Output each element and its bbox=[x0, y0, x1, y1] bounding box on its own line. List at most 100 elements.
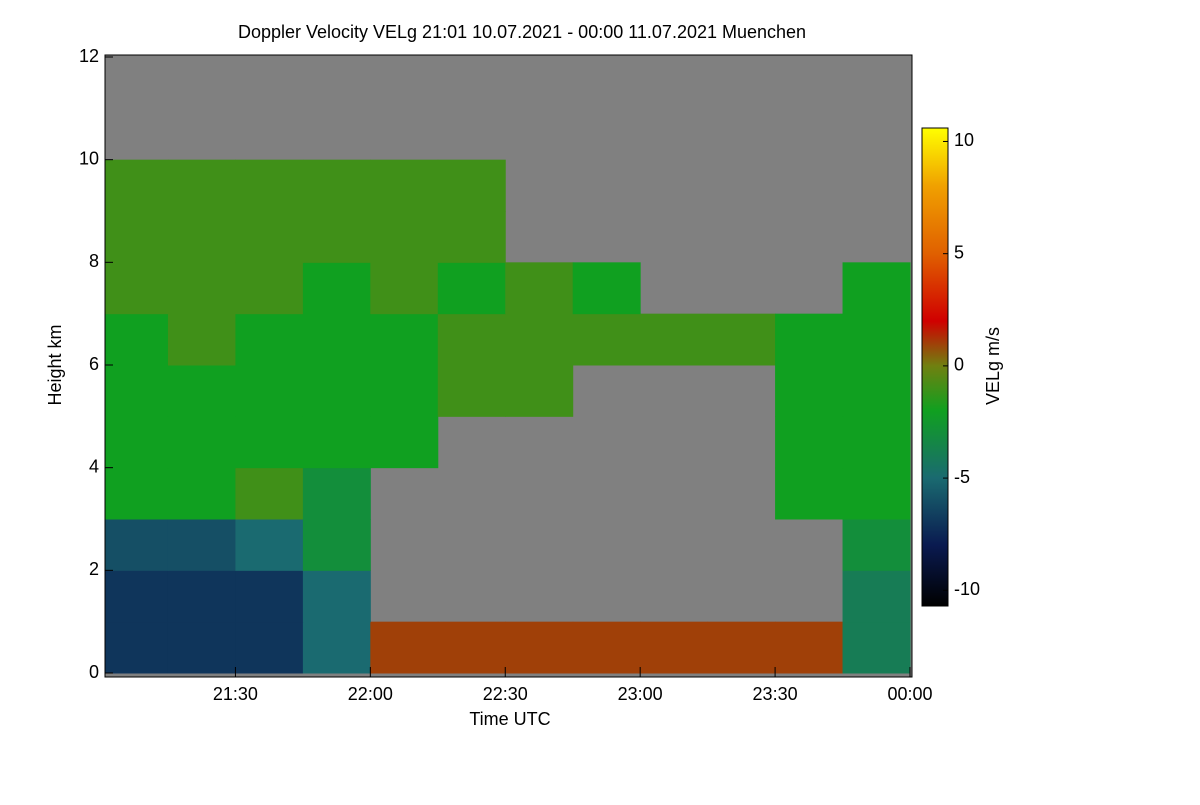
heatmap-cell bbox=[505, 313, 574, 366]
heatmap-cell bbox=[572, 621, 641, 674]
colorbar bbox=[921, 127, 949, 607]
heatmap-cell bbox=[235, 416, 304, 469]
heatmap-cell bbox=[235, 313, 304, 366]
y-tick-label: 2 bbox=[89, 559, 99, 579]
heatmap-cell bbox=[302, 570, 371, 623]
heatmap-cell bbox=[842, 519, 911, 571]
heatmap-cell bbox=[302, 262, 371, 315]
heatmap-cell bbox=[370, 416, 439, 469]
heatmap-cell bbox=[105, 467, 169, 520]
heatmap-cell bbox=[167, 467, 236, 520]
heatmap-cell bbox=[167, 621, 236, 674]
heatmap-cell bbox=[167, 519, 236, 571]
heatmap-cell bbox=[572, 313, 641, 366]
heatmap-cell bbox=[167, 416, 236, 469]
heatmap-cell bbox=[105, 416, 169, 469]
plot-frame bbox=[104, 54, 913, 678]
x-tick-label: 23:00 bbox=[618, 684, 663, 704]
heatmap-cell bbox=[302, 365, 371, 417]
heatmap-cell bbox=[167, 570, 236, 623]
heatmap-cell bbox=[302, 621, 371, 674]
heatmap-cell bbox=[370, 365, 439, 417]
heatmap-cell bbox=[775, 467, 844, 520]
heatmap-cell bbox=[235, 570, 304, 623]
heatmap-cell bbox=[437, 313, 506, 366]
heatmap-cell bbox=[105, 621, 169, 674]
heatmap-cell bbox=[302, 313, 371, 366]
heatmap-cell bbox=[437, 365, 506, 417]
heatmap-cell bbox=[505, 262, 574, 315]
heatmap-cell bbox=[842, 621, 911, 674]
x-tick-label: 22:00 bbox=[348, 684, 393, 704]
chart-title: Doppler Velocity VELg 21:01 10.07.2021 -… bbox=[238, 22, 806, 42]
y-tick-label: 10 bbox=[79, 148, 99, 168]
heatmap-cell bbox=[842, 467, 911, 520]
heatmap-cell bbox=[640, 621, 709, 674]
y-tick-label: 4 bbox=[89, 456, 99, 476]
colorbar-tick-label: 10 bbox=[954, 130, 974, 150]
heatmap-cell bbox=[105, 570, 169, 623]
y-tick-label: 0 bbox=[89, 662, 99, 682]
heatmap-cell bbox=[105, 519, 169, 571]
heatmap-cell bbox=[235, 159, 304, 212]
heatmap-cell bbox=[775, 416, 844, 469]
colorbar-label: VELg m/s bbox=[983, 327, 1003, 405]
heatmap-cell bbox=[370, 211, 439, 263]
heatmap-cell bbox=[842, 416, 911, 469]
x-tick-label: 21:30 bbox=[213, 684, 258, 704]
heatmap-cell bbox=[105, 365, 169, 417]
heatmap-cell bbox=[370, 159, 439, 212]
y-tick-label: 8 bbox=[89, 251, 99, 271]
heatmap-cell bbox=[842, 570, 911, 623]
heatmap-cell bbox=[505, 621, 574, 674]
heatmap-cell bbox=[572, 262, 641, 315]
colorbar-tick-label: 5 bbox=[954, 242, 964, 262]
heatmap-cell bbox=[505, 365, 574, 417]
x-tick-label: 00:00 bbox=[887, 684, 932, 704]
heatmap-cell bbox=[842, 262, 911, 315]
heatmap-cell bbox=[167, 211, 236, 263]
heatmap-cell bbox=[235, 621, 304, 674]
heatmap-cell bbox=[167, 262, 236, 315]
x-axis-label: Time UTC bbox=[469, 709, 550, 729]
heatmap-cell bbox=[370, 313, 439, 366]
heatmap-cell bbox=[235, 467, 304, 520]
colorbar-tick-label: -5 bbox=[954, 467, 970, 487]
heatmap-cell bbox=[105, 313, 169, 366]
heatmap-cell bbox=[842, 365, 911, 417]
heatmap-cell bbox=[775, 313, 844, 366]
heatmap-cell bbox=[167, 159, 236, 212]
heatmap-cell bbox=[437, 159, 506, 212]
colorbar-tick-label: 0 bbox=[954, 355, 964, 375]
heatmap-cell bbox=[370, 621, 439, 674]
x-tick-label: 23:30 bbox=[753, 684, 798, 704]
heatmap-cell bbox=[302, 467, 371, 520]
heatmap-cell bbox=[370, 262, 439, 315]
heatmap-cell bbox=[437, 621, 506, 674]
heatmap-cell bbox=[707, 313, 776, 366]
x-tick-label: 22:30 bbox=[483, 684, 528, 704]
y-tick-label: 6 bbox=[89, 354, 99, 374]
heatmap-cell bbox=[302, 416, 371, 469]
colorbar-tick-label: -10 bbox=[954, 579, 980, 599]
heatmap-cell bbox=[167, 313, 236, 366]
heatmap-cell bbox=[105, 262, 169, 315]
heatmap-cell bbox=[437, 211, 506, 263]
heatmap-cell bbox=[302, 159, 371, 212]
y-tick-label: 12 bbox=[79, 46, 99, 66]
heatmap-cell bbox=[302, 519, 371, 571]
heatmap-cell bbox=[167, 365, 236, 417]
heatmap-cell bbox=[640, 313, 709, 366]
heatmap-cell bbox=[235, 365, 304, 417]
heatmap-cell bbox=[775, 365, 844, 417]
heatmap-cell bbox=[235, 262, 304, 315]
heatmap-cell bbox=[437, 262, 506, 315]
heatmap-cell bbox=[105, 159, 169, 212]
heatmap-cell bbox=[842, 313, 911, 366]
heatmap-cell bbox=[235, 211, 304, 263]
heatmap-cell bbox=[105, 211, 169, 263]
heatmap-cell bbox=[302, 211, 371, 263]
heatmap-cell bbox=[707, 621, 776, 674]
heatmap-cell bbox=[775, 621, 844, 674]
